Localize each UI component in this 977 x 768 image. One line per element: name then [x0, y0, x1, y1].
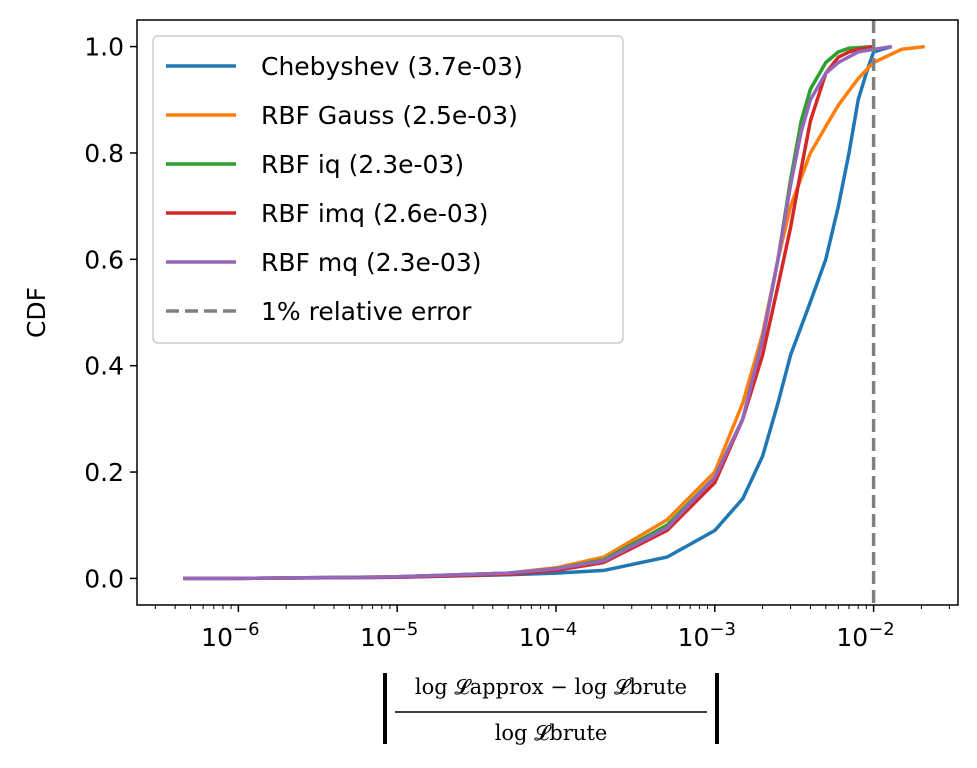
x-label-denominator: log 𝓛brute: [495, 721, 608, 745]
x-axis-label: log 𝓛approx − log 𝓛brute log 𝓛brute: [383, 673, 719, 745]
legend-label: RBF mq (2.3e-03): [261, 248, 482, 277]
legend-box: [152, 35, 624, 344]
x-tick-label: 10−2: [836, 619, 894, 652]
legend-label: 1% relative error: [261, 297, 472, 326]
legend-label: RBF iq (2.3e-03): [261, 150, 464, 179]
legend-label: RBF imq (2.6e-03): [261, 199, 488, 228]
y-tick-label: 0.0: [84, 564, 124, 593]
x-tick-label: 10−4: [519, 619, 577, 652]
legend-label: RBF Gauss (2.5e-03): [261, 101, 518, 130]
legend-label: Chebyshev (3.7e-03): [261, 52, 523, 81]
series-line-5: [183, 44, 892, 581]
y-tick-label: 0.2: [84, 458, 124, 487]
x-label-numerator: log 𝓛approx − log 𝓛brute: [415, 675, 687, 699]
y-tick-label: 0.8: [84, 139, 124, 168]
y-tick-label: 1.0: [84, 33, 124, 62]
x-tick-label: 10−5: [360, 619, 418, 652]
y-tick-label: 0.6: [84, 245, 124, 274]
axes-frame: [136, 19, 959, 606]
y-tick-label: 0.4: [84, 352, 124, 381]
y-axis-label: CDF: [22, 287, 51, 338]
legend: Chebyshev (3.7e-03) RBF Gauss (2.5e-03) RB…: [152, 35, 624, 344]
x-axis-ticks: 10−6 10−5 10−4 10−3 10−2: [154, 605, 950, 652]
x-tick-label: 10−6: [201, 619, 259, 652]
y-axis-ticks: 0.0 0.2 0.4 0.6 0.8 1.0: [84, 33, 137, 593]
plot-content: [183, 44, 926, 581]
x-tick-label: 10−3: [678, 619, 736, 652]
